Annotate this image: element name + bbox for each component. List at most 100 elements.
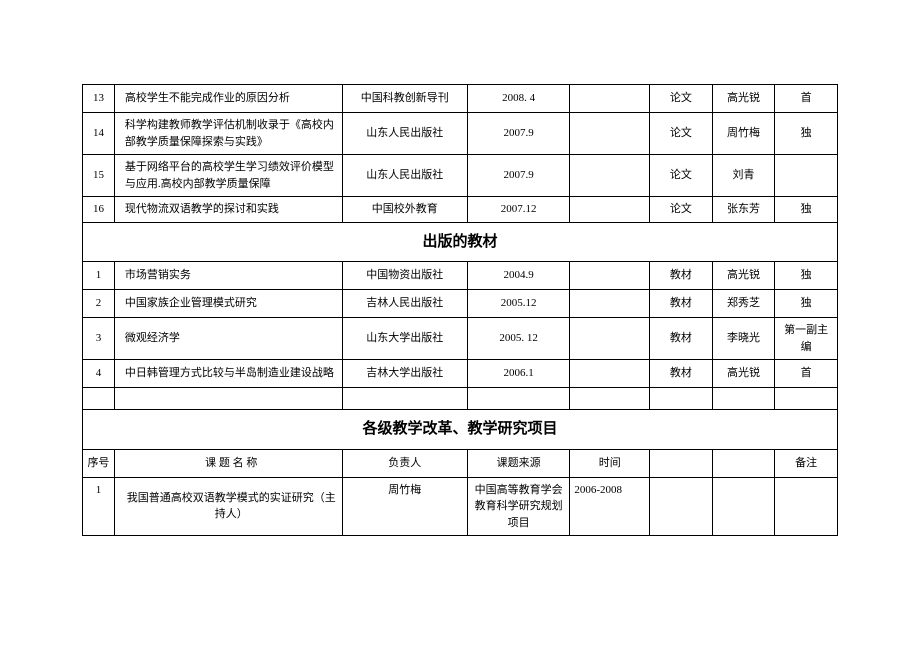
cell-press: 山东人民出版社 — [342, 155, 467, 197]
cell-mid — [570, 318, 650, 360]
cell-date — [467, 388, 569, 410]
cell-press: 山东大学出版社 — [342, 318, 467, 360]
col-note: 备注 — [775, 449, 838, 477]
cell-idx: 15 — [83, 155, 115, 197]
cell-role: 首 — [775, 360, 838, 388]
cell-type — [650, 388, 713, 410]
cell-title: 市场营销实务 — [114, 262, 342, 290]
table-row-blank — [83, 388, 838, 410]
cell-author: 高光锐 — [712, 85, 775, 113]
col-title: 课 题 名 称 — [114, 449, 342, 477]
col-source: 课题来源 — [467, 449, 569, 477]
cell-c7 — [712, 477, 775, 536]
cell-mid — [570, 388, 650, 410]
cell-press — [342, 388, 467, 410]
cell-idx: 2 — [83, 290, 115, 318]
cell-type: 论文 — [650, 197, 713, 223]
cell-date: 2007.9 — [467, 113, 569, 155]
cell-author — [712, 388, 775, 410]
projects-header-row: 序号 课 题 名 称 负责人 课题来源 时间 备注 — [83, 449, 838, 477]
cell-author: 李晓光 — [712, 318, 775, 360]
table-row: 3 微观经济学 山东大学出版社 2005. 12 教材 李晓光 第一副主编 — [83, 318, 838, 360]
cell-title: 中国家族企业管理模式研究 — [114, 290, 342, 318]
cell-role: 第一副主编 — [775, 318, 838, 360]
cell-date: 2005. 12 — [467, 318, 569, 360]
cell-author: 刘青 — [712, 155, 775, 197]
cell-press: 中国物资出版社 — [342, 262, 467, 290]
table-row: 14 科学构建教师教学评估机制收录于《高校内部教学质量保障探索与实践》 山东人民… — [83, 113, 838, 155]
cell-press: 吉林大学出版社 — [342, 360, 467, 388]
cell-author: 郑秀芝 — [712, 290, 775, 318]
table-row: 4 中日韩管理方式比较与半岛制造业建设战略 吉林大学出版社 2006.1 教材 … — [83, 360, 838, 388]
cell-idx: 4 — [83, 360, 115, 388]
col-leader: 负责人 — [342, 449, 467, 477]
col-idx: 序号 — [83, 449, 115, 477]
cell-type: 教材 — [650, 262, 713, 290]
cell-author: 周竹梅 — [712, 113, 775, 155]
cell-idx: 3 — [83, 318, 115, 360]
cell-date: 2007.12 — [467, 197, 569, 223]
cell-press: 中国科教创新导刊 — [342, 85, 467, 113]
cell-press: 中国校外教育 — [342, 197, 467, 223]
cell-type: 教材 — [650, 318, 713, 360]
table-row: 15 基于网络平台的高校学生学习绩效评价模型与应用.高校内部教学质量保障 山东人… — [83, 155, 838, 197]
main-table: 13 高校学生不能完成作业的原因分析 中国科教创新导刊 2008. 4 论文 高… — [82, 84, 838, 536]
cell-author: 张东芳 — [712, 197, 775, 223]
cell-mid — [570, 197, 650, 223]
cell-role — [775, 388, 838, 410]
cell-role: 独 — [775, 262, 838, 290]
cell-date: 2004.9 — [467, 262, 569, 290]
cell-type: 教材 — [650, 360, 713, 388]
cell-type: 论文 — [650, 85, 713, 113]
cell-author: 高光锐 — [712, 360, 775, 388]
cell-title: 现代物流双语教学的探讨和实践 — [114, 197, 342, 223]
table-row: 16 现代物流双语教学的探讨和实践 中国校外教育 2007.12 论文 张东芳 … — [83, 197, 838, 223]
cell-idx: 13 — [83, 85, 115, 113]
cell-title: 科学构建教师教学评估机制收录于《高校内部教学质量保障探索与实践》 — [114, 113, 342, 155]
cell-title: 我国普通高校双语教学模式的实证研究（主持人） — [114, 477, 342, 536]
cell-leader: 周竹梅 — [342, 477, 467, 536]
cell-press: 山东人民出版社 — [342, 113, 467, 155]
cell-title: 微观经济学 — [114, 318, 342, 360]
cell-mid — [570, 290, 650, 318]
cell-press: 吉林人民出版社 — [342, 290, 467, 318]
table-row: 1 我国普通高校双语教学模式的实证研究（主持人） 周竹梅 中国高等教育学会教育科… — [83, 477, 838, 536]
section-textbooks-title: 出版的教材 — [83, 222, 838, 262]
cell-mid — [570, 155, 650, 197]
section-header-row: 各级教学改革、教学研究项目 — [83, 410, 838, 450]
section-projects-title: 各级教学改革、教学研究项目 — [83, 410, 838, 450]
cell-date: 2005.12 — [467, 290, 569, 318]
section-header-row: 出版的教材 — [83, 222, 838, 262]
col-c6 — [650, 449, 713, 477]
cell-title: 中日韩管理方式比较与半岛制造业建设战略 — [114, 360, 342, 388]
cell-c6 — [650, 477, 713, 536]
cell-mid — [570, 262, 650, 290]
table-row: 13 高校学生不能完成作业的原因分析 中国科教创新导刊 2008. 4 论文 高… — [83, 85, 838, 113]
cell-type: 教材 — [650, 290, 713, 318]
cell-author: 高光锐 — [712, 262, 775, 290]
col-c7 — [712, 449, 775, 477]
cell-role: 独 — [775, 113, 838, 155]
cell-idx: 1 — [83, 477, 115, 536]
cell-note — [775, 477, 838, 536]
cell-idx: 14 — [83, 113, 115, 155]
cell-date: 2007.9 — [467, 155, 569, 197]
cell-title: 高校学生不能完成作业的原因分析 — [114, 85, 342, 113]
col-time: 时间 — [570, 449, 650, 477]
cell-role — [775, 155, 838, 197]
cell-role: 首 — [775, 85, 838, 113]
cell-date: 2006.1 — [467, 360, 569, 388]
table-row: 1 市场营销实务 中国物资出版社 2004.9 教材 高光锐 独 — [83, 262, 838, 290]
cell-date: 2008. 4 — [467, 85, 569, 113]
cell-idx: 16 — [83, 197, 115, 223]
cell-role: 独 — [775, 197, 838, 223]
cell-role: 独 — [775, 290, 838, 318]
cell-idx: 1 — [83, 262, 115, 290]
cell-mid — [570, 360, 650, 388]
cell-type: 论文 — [650, 113, 713, 155]
cell-mid — [570, 85, 650, 113]
cell-idx — [83, 388, 115, 410]
cell-title: 基于网络平台的高校学生学习绩效评价模型与应用.高校内部教学质量保障 — [114, 155, 342, 197]
table-row: 2 中国家族企业管理模式研究 吉林人民出版社 2005.12 教材 郑秀芝 独 — [83, 290, 838, 318]
cell-source: 中国高等教育学会教育科学研究规划项目 — [467, 477, 569, 536]
